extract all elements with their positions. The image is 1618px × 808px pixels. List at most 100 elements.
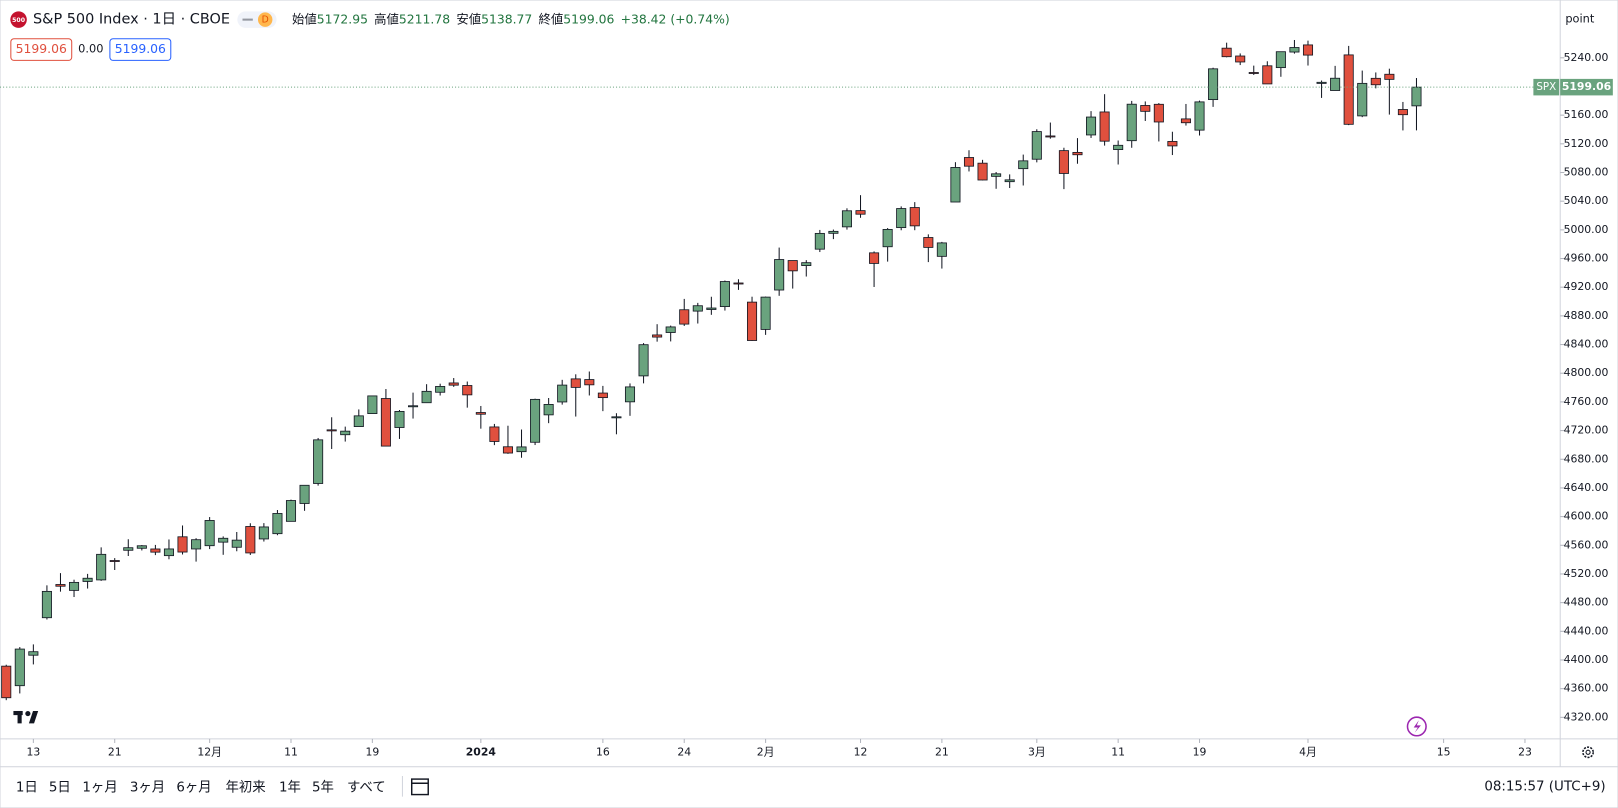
candle-body [1004, 179, 1015, 183]
x-tick-label: 11 [1111, 745, 1125, 758]
candle-body [313, 439, 324, 484]
range-button[interactable]: 年初来 [225, 779, 265, 795]
interval-badge: D [262, 15, 269, 26]
badge [257, 12, 273, 27]
clock: 08:15:57 (UTC+9) [1484, 779, 1605, 794]
y-tick-label: 5160.00 [1564, 108, 1609, 121]
x-tick-label: 15 [1437, 745, 1451, 758]
candle-body [1208, 68, 1219, 101]
candle-body [1086, 116, 1097, 136]
candle-body [597, 392, 608, 399]
scale-mode[interactable]: point [1565, 12, 1594, 26]
candle-body [1180, 118, 1191, 124]
candle-body [448, 382, 459, 386]
candle-body [760, 296, 771, 330]
status-dash [242, 18, 253, 21]
candle-body [218, 537, 229, 543]
candle-body [950, 167, 961, 203]
settings-core [1585, 749, 1591, 755]
candle-body [652, 334, 663, 338]
range-button[interactable]: 1年 [279, 779, 301, 795]
x-tick-label: 21 [935, 745, 949, 758]
candle-body [421, 390, 432, 404]
candle-body [584, 379, 595, 386]
range-button[interactable]: 5年 [312, 779, 334, 795]
candle-body [923, 237, 934, 248]
ohlc-legend: 始値5172.95 高値5211.78 安値5138.77 終値5199.06 +38.… [292, 11, 730, 26]
spread: 0.00 [78, 42, 103, 56]
candle-body [462, 385, 473, 396]
candle-body [624, 386, 636, 403]
date-range-icon[interactable] [411, 778, 429, 796]
candle-body [191, 539, 202, 550]
candle-body [367, 395, 378, 414]
candle-body [272, 513, 283, 535]
candle-body [41, 590, 52, 619]
candle-body [1072, 151, 1083, 156]
y-tick-label: 4840.00 [1564, 338, 1609, 351]
candle-body [991, 173, 1002, 177]
buy-button[interactable] [109, 38, 172, 61]
price-tag-label: 5199.06 [1562, 80, 1611, 93]
x-tick-label: 12 [854, 745, 868, 758]
candle-body [82, 577, 93, 582]
candle-body [679, 309, 690, 325]
y-tick-label: 5040.00 [1564, 194, 1609, 207]
range-button[interactable]: 6ヶ月 [176, 780, 211, 795]
candle-body [1153, 103, 1164, 123]
candle-body [1357, 82, 1368, 117]
label: 始値 [292, 11, 317, 26]
candle-body [204, 520, 215, 547]
candle-body [1397, 109, 1408, 116]
candle-body [530, 398, 541, 443]
candle-body [896, 208, 907, 229]
candle-body [1221, 47, 1232, 58]
candle-body [1289, 47, 1300, 53]
candle-body [1031, 131, 1042, 160]
candle-body [963, 157, 975, 167]
settings-icon[interactable] [1582, 746, 1595, 759]
x-tick-label: 19 [1193, 745, 1207, 758]
candle-body [475, 412, 486, 415]
sell-price: 5199.06 [16, 42, 67, 56]
y-tick-label: 4680.00 [1564, 452, 1609, 465]
candle-body [1316, 81, 1327, 84]
candle-body [719, 281, 730, 308]
candle-body [936, 242, 947, 257]
value: 5138.77 [481, 12, 532, 26]
x-tick-label: 11 [284, 745, 298, 758]
sell-button[interactable] [10, 38, 73, 61]
symbol-tag-label: SPX [1536, 81, 1556, 93]
range-button[interactable]: 5日 [49, 780, 71, 795]
candle-body [1343, 54, 1354, 125]
y-tick-label: 4320.00 [1564, 710, 1609, 723]
value: 5211.78 [399, 12, 450, 26]
candle-body [489, 426, 500, 442]
x-tick-label: 23 [1518, 745, 1532, 758]
value: 5199.06 [563, 12, 614, 26]
range-button[interactable]: すべて [347, 779, 386, 795]
candle-body [231, 539, 242, 548]
plot: SPX [0, 39, 1561, 701]
candle-body [299, 484, 310, 504]
range-button[interactable]: 3ヶ月 [130, 780, 165, 795]
candle-body [28, 651, 39, 656]
candle-body [55, 584, 66, 587]
candle-body [285, 500, 297, 522]
y-tick-label: 4600.00 [1564, 510, 1609, 523]
candle-body [408, 405, 419, 408]
candle-body [557, 384, 568, 403]
y-tick-label: 4520.00 [1564, 567, 1609, 580]
y-tick-label: 4720.00 [1564, 424, 1609, 437]
range-button[interactable]: 1日 [16, 780, 38, 795]
x-tick-label: 2月 [757, 745, 775, 758]
range-button[interactable]: 1ヶ月 [82, 780, 117, 795]
candle-body [1018, 160, 1029, 170]
alert-icon[interactable] [1406, 716, 1427, 737]
y-tick-label: 5080.00 [1564, 166, 1609, 179]
candle-body [177, 536, 188, 553]
symbol-title[interactable]: S&P 500 Index · 1日 · CBOE [33, 12, 230, 28]
x-tick-label: 19 [365, 745, 379, 758]
